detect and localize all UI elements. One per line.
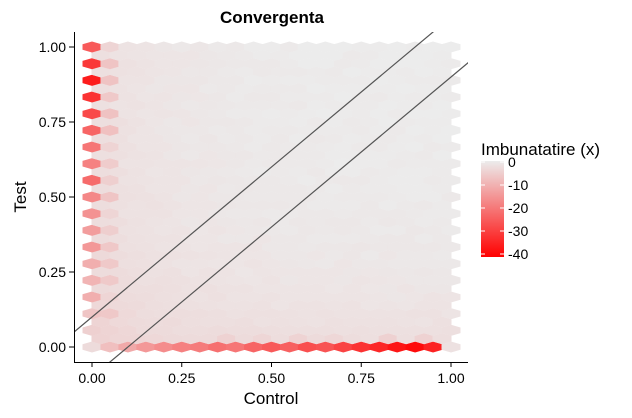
hex-layer (83, 41, 461, 352)
legend-tick-label: -10 (508, 177, 528, 193)
x-axis-title: Control (244, 389, 299, 408)
legend-tick-label: -30 (508, 223, 528, 239)
chart-title: Convergenta (220, 8, 324, 27)
y-tick-label: 0.50 (39, 189, 66, 205)
x-tick-label: 0.75 (348, 370, 375, 386)
x-tick-label: 0.50 (258, 370, 285, 386)
y-ticks: 0.00 0.25 0.50 0.75 1.00 (39, 39, 74, 355)
y-tick-label: 1.00 (39, 39, 66, 55)
x-tick-label: 1.00 (437, 370, 464, 386)
plot-area (20, 0, 523, 418)
y-tick-label: 0.75 (39, 114, 66, 130)
legend-colorbar (481, 161, 504, 257)
x-ticks: 0.00 0.25 0.50 0.75 1.00 (78, 362, 464, 386)
y-axis-title: Test (11, 181, 30, 212)
y-tick-label: 0.00 (39, 339, 66, 355)
legend-tick-label: 0 (508, 154, 516, 170)
x-tick-label: 0.25 (168, 370, 195, 386)
legend-tick-label: -40 (508, 246, 528, 262)
color-legend: Imbunatatire (x) 0 -10 -20 -30 -40 (481, 140, 600, 262)
x-tick-label: 0.00 (78, 370, 105, 386)
legend-tick-label: -20 (508, 200, 528, 216)
legend-title: Imbunatatire (x) (481, 140, 600, 159)
y-tick-label: 0.25 (39, 264, 66, 280)
